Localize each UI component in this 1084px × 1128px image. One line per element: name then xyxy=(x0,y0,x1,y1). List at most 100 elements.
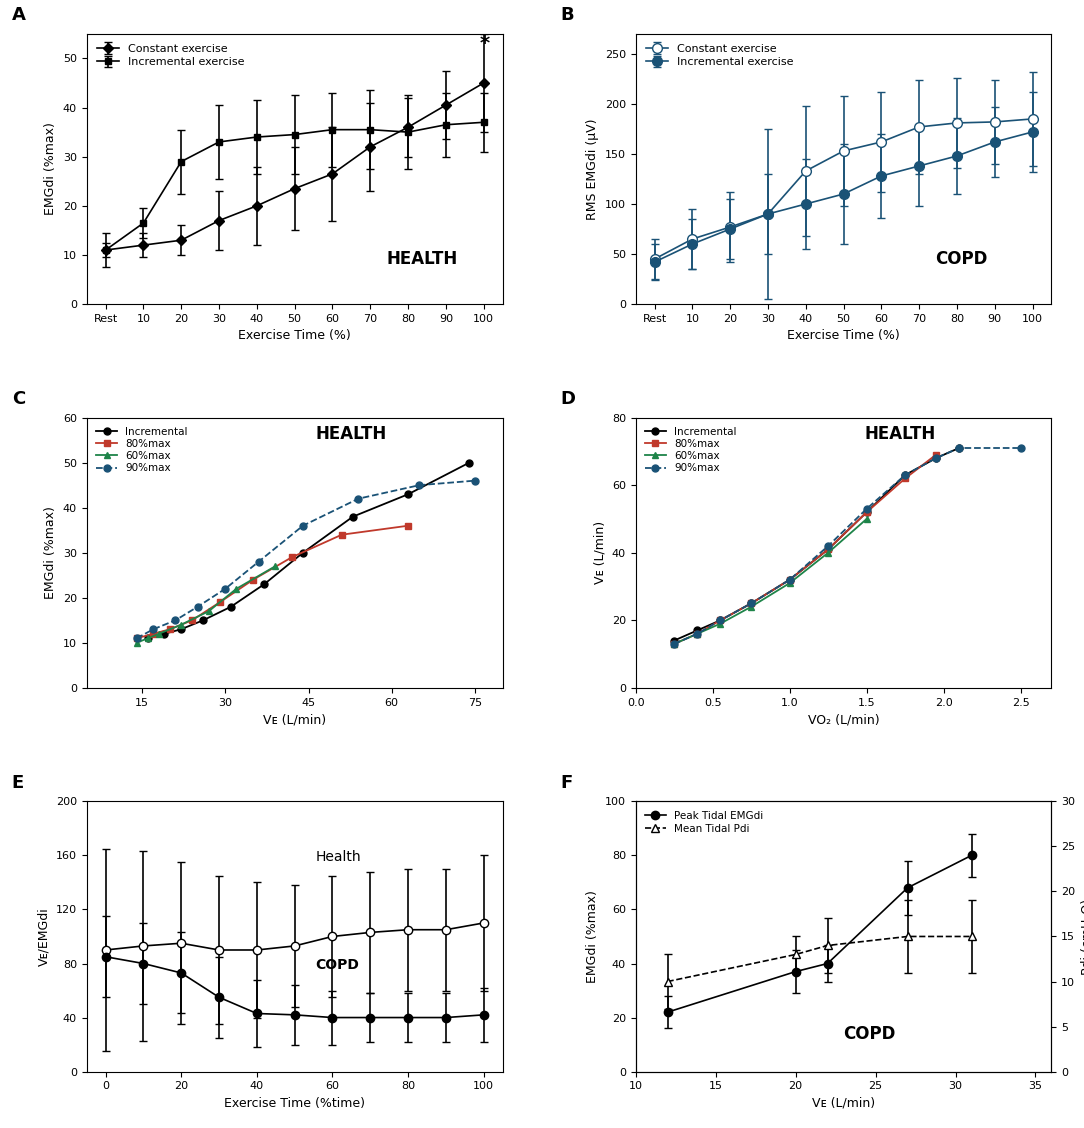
Incremental xyxy=(899,468,912,482)
60%max xyxy=(203,605,216,618)
60%max xyxy=(141,632,154,645)
80%max xyxy=(285,550,298,564)
80%max xyxy=(929,448,942,461)
Incremental xyxy=(196,614,209,627)
80%max xyxy=(335,528,348,541)
Incremental xyxy=(158,627,171,641)
80%max xyxy=(246,573,259,587)
Legend: Constant exercise, Incremental exercise: Constant exercise, Incremental exercise xyxy=(642,39,798,71)
Text: COPD: COPD xyxy=(315,958,359,972)
80%max xyxy=(146,627,159,641)
60%max xyxy=(130,636,143,650)
Y-axis label: Vᴇ/EMGdi: Vᴇ/EMGdi xyxy=(37,907,50,966)
Incremental xyxy=(347,510,360,523)
Incremental xyxy=(822,543,835,556)
X-axis label: Exercise Time (%time): Exercise Time (%time) xyxy=(224,1096,365,1110)
90%max xyxy=(130,632,143,645)
60%max xyxy=(269,559,282,573)
90%max xyxy=(899,468,912,482)
Text: HEALTH: HEALTH xyxy=(315,425,387,443)
Incremental xyxy=(224,600,237,614)
Y-axis label: RMS EMGdi (μV): RMS EMGdi (μV) xyxy=(586,118,599,220)
80%max xyxy=(822,543,835,556)
90%max xyxy=(296,519,309,532)
90%max xyxy=(146,623,159,636)
Text: F: F xyxy=(560,774,573,792)
90%max xyxy=(929,451,942,465)
60%max xyxy=(230,582,243,596)
Incremental xyxy=(714,614,727,627)
80%max xyxy=(861,505,874,519)
80%max xyxy=(691,627,704,641)
60%max xyxy=(175,618,188,632)
Text: D: D xyxy=(560,390,576,408)
90%max xyxy=(169,614,182,627)
Incremental xyxy=(141,632,154,645)
90%max xyxy=(352,492,365,505)
90%max xyxy=(861,502,874,515)
60%max xyxy=(714,617,727,631)
X-axis label: Vᴇ (L/min): Vᴇ (L/min) xyxy=(263,713,326,726)
Incremental xyxy=(402,487,415,501)
90%max xyxy=(822,539,835,553)
Incremental xyxy=(929,451,942,465)
Text: HEALTH: HEALTH xyxy=(386,249,457,267)
Text: COPD: COPD xyxy=(935,249,988,267)
90%max xyxy=(714,614,727,627)
X-axis label: Exercise Time (%): Exercise Time (%) xyxy=(238,329,351,343)
90%max xyxy=(468,474,481,487)
90%max xyxy=(783,573,796,587)
Line: 60%max: 60%max xyxy=(671,515,870,647)
X-axis label: Exercise Time (%): Exercise Time (%) xyxy=(787,329,900,343)
Line: 80%max: 80%max xyxy=(671,451,940,647)
Incremental xyxy=(691,624,704,637)
90%max xyxy=(745,597,758,610)
Y-axis label: EMGdi (%max): EMGdi (%max) xyxy=(44,506,57,599)
Incremental xyxy=(861,505,874,519)
80%max xyxy=(783,573,796,587)
Text: *: * xyxy=(480,34,490,53)
X-axis label: VO₂ (L/min): VO₂ (L/min) xyxy=(808,713,879,726)
Incremental xyxy=(953,441,966,455)
Line: Incremental: Incremental xyxy=(671,444,963,644)
80%max xyxy=(164,623,177,636)
60%max xyxy=(822,546,835,559)
90%max xyxy=(253,555,266,569)
60%max xyxy=(152,627,165,641)
Legend: Incremental, 80%max, 60%max, 90%max: Incremental, 80%max, 60%max, 90%max xyxy=(641,423,740,477)
80%max xyxy=(214,596,227,609)
80%max xyxy=(745,597,758,610)
Legend: Incremental, 80%max, 60%max, 90%max: Incremental, 80%max, 60%max, 90%max xyxy=(92,423,192,477)
Line: 80%max: 80%max xyxy=(133,522,412,642)
Incremental xyxy=(175,623,188,636)
Line: 90%max: 90%max xyxy=(671,444,1024,647)
Incremental xyxy=(783,573,796,587)
80%max xyxy=(130,632,143,645)
80%max xyxy=(185,614,198,627)
60%max xyxy=(745,600,758,614)
Legend: Peak Tidal EMGdi, Mean Tidal Pdi: Peak Tidal EMGdi, Mean Tidal Pdi xyxy=(641,807,767,838)
Incremental xyxy=(745,597,758,610)
80%max xyxy=(668,637,681,651)
80%max xyxy=(899,472,912,485)
60%max xyxy=(668,637,681,651)
Text: COPD: COPD xyxy=(843,1025,896,1043)
Incremental xyxy=(296,546,309,559)
Line: 90%max: 90%max xyxy=(133,477,478,642)
90%max xyxy=(413,478,426,492)
Line: 60%max: 60%max xyxy=(133,563,279,646)
60%max xyxy=(861,512,874,526)
Text: E: E xyxy=(12,774,24,792)
90%max xyxy=(953,441,966,455)
Incremental xyxy=(258,578,271,591)
Y-axis label: Pdi (cmH₂O): Pdi (cmH₂O) xyxy=(1081,898,1084,975)
90%max xyxy=(691,627,704,641)
Legend: Constant exercise, Incremental exercise: Constant exercise, Incremental exercise xyxy=(92,39,248,71)
90%max xyxy=(668,637,681,651)
90%max xyxy=(219,582,232,596)
Incremental xyxy=(463,456,476,469)
Text: B: B xyxy=(560,7,575,25)
Y-axis label: Vᴇ (L/min): Vᴇ (L/min) xyxy=(593,521,606,584)
Y-axis label: EMGdi (%max): EMGdi (%max) xyxy=(586,890,599,982)
Incremental xyxy=(668,634,681,647)
